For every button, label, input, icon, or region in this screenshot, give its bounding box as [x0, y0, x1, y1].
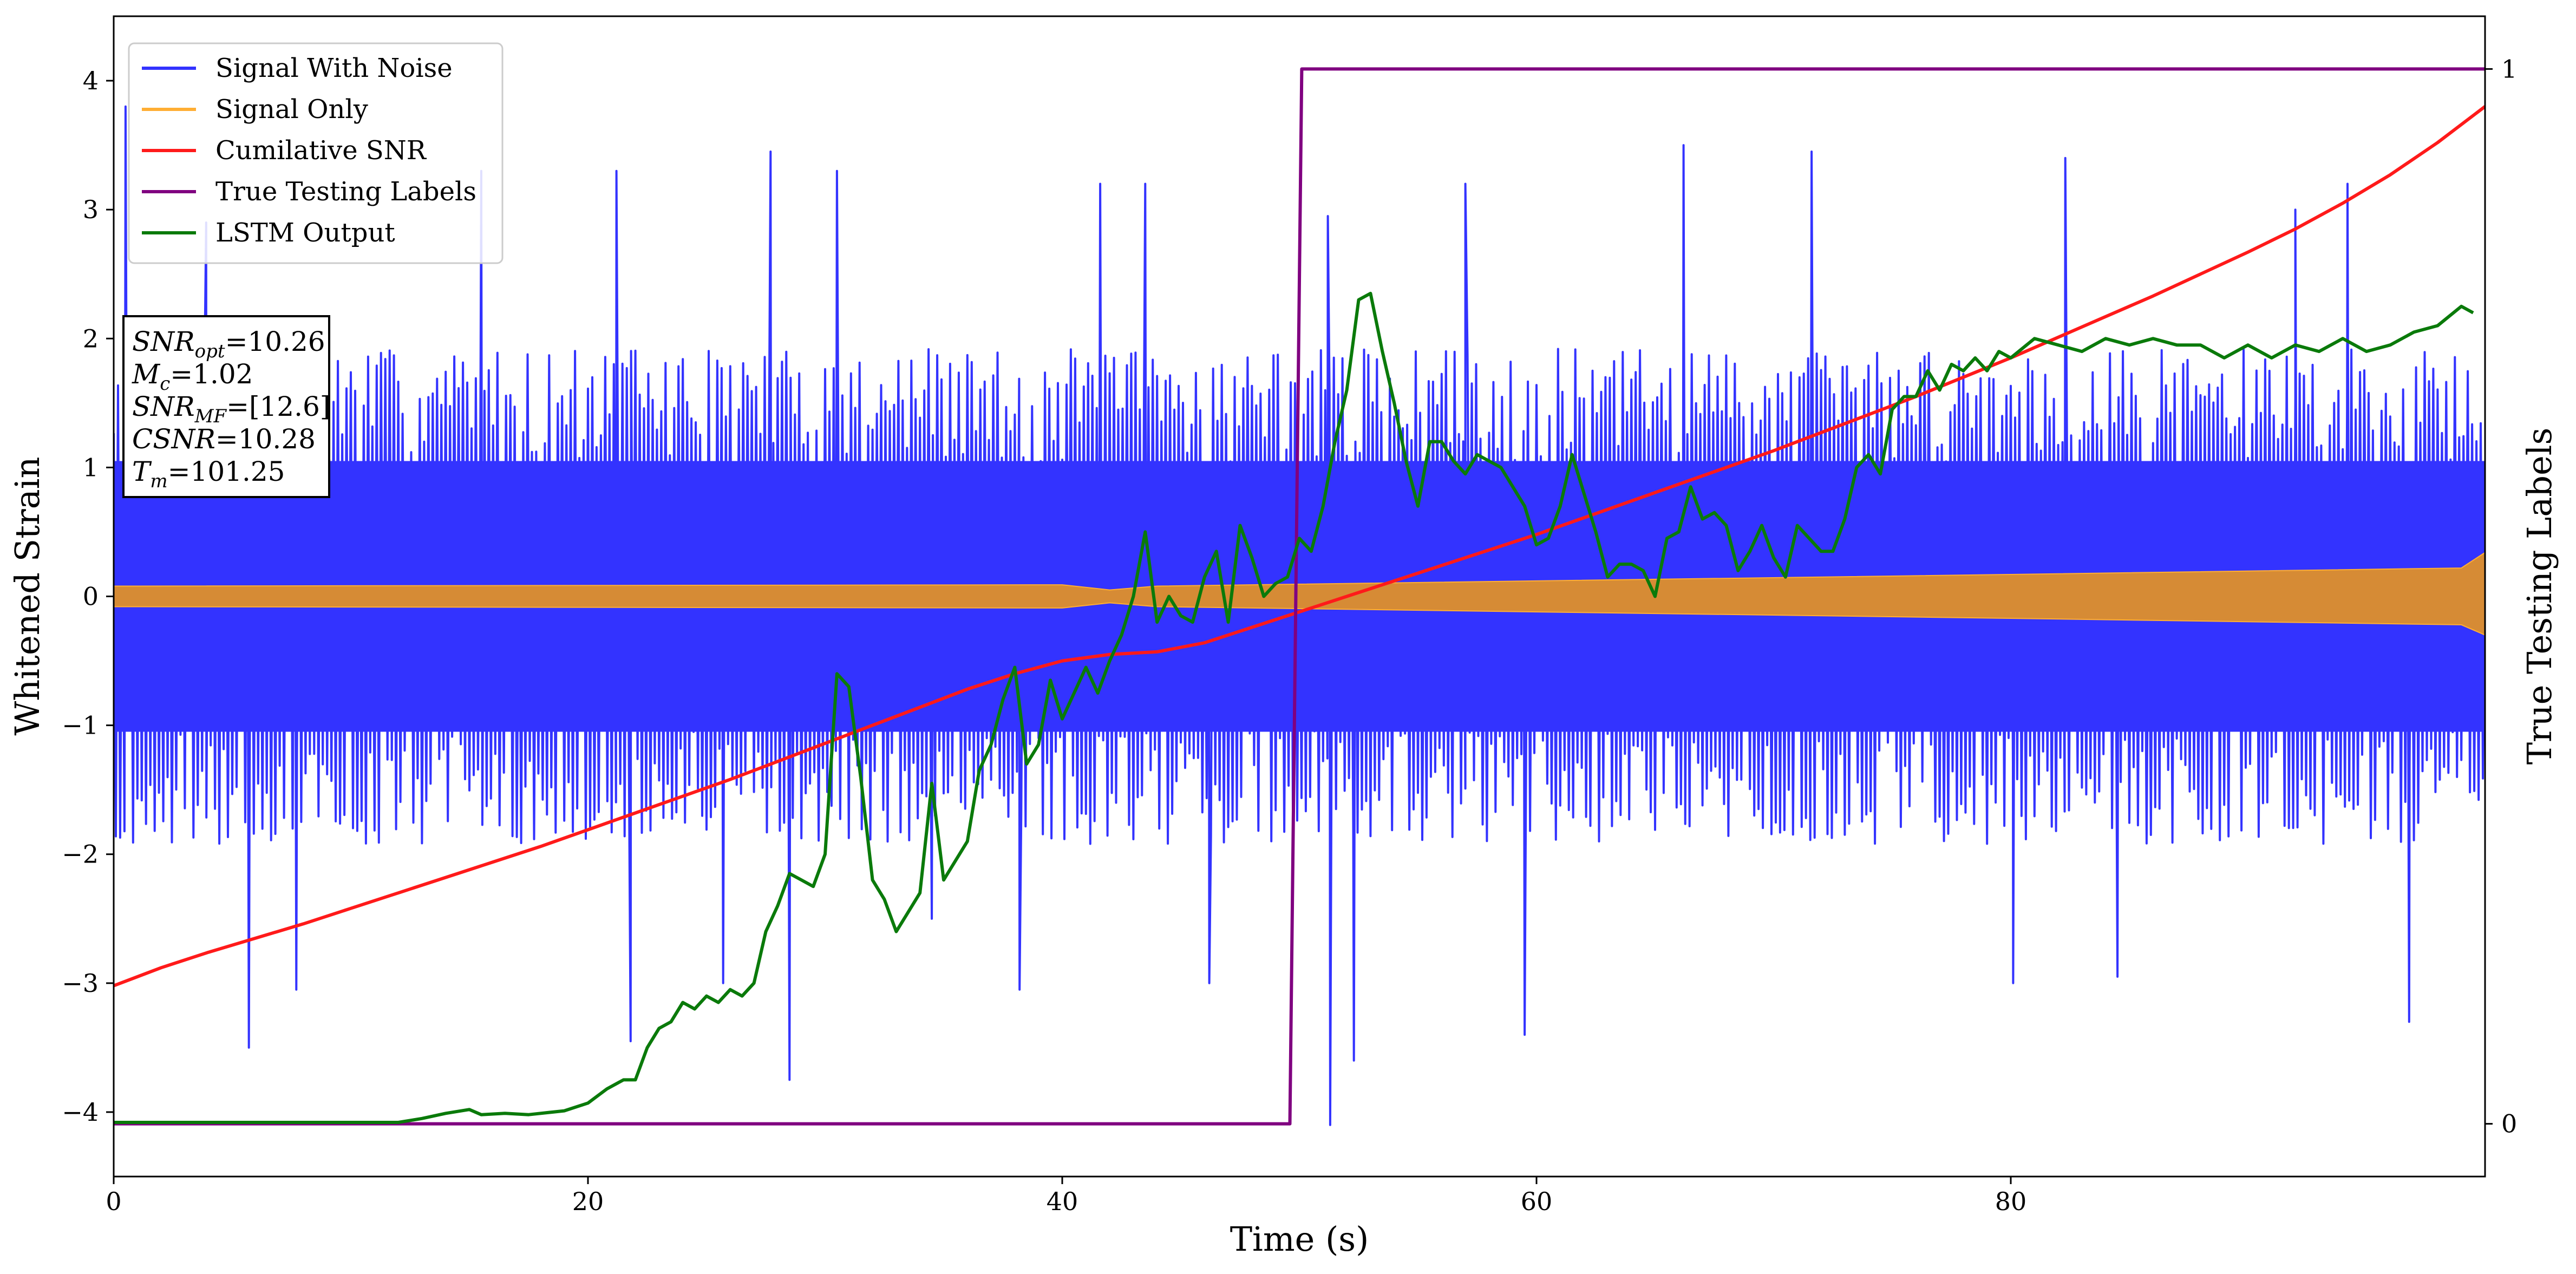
y2-tick-label: 0: [2501, 1109, 2517, 1139]
annotation-line: SNRopt=10.26: [132, 326, 325, 362]
series-line: [114, 291, 2474, 1124]
series-line: [114, 67, 2485, 1126]
annotation-line: CSNR=10.28: [132, 423, 316, 455]
x-axis-label: Time (s): [1230, 1219, 1369, 1259]
y-tick-label: 3: [83, 195, 99, 224]
y-tick-label: 2: [83, 324, 99, 353]
y-tick-label: −1: [62, 711, 99, 740]
series-cumilative-snr: [114, 105, 2485, 988]
y-tick-label: −3: [62, 969, 99, 998]
legend-label: Signal Only: [215, 94, 368, 125]
annotation-frame: [122, 315, 330, 498]
y-tick-label: −4: [62, 1097, 99, 1127]
y2-axis-label: True Testing Labels: [2520, 428, 2559, 765]
x-tick-label: 40: [1047, 1187, 1078, 1216]
legend: Signal With Noise Signal Only Cumilative S…: [128, 42, 504, 264]
signal-band: [114, 552, 2485, 636]
x-tick-label: 60: [1521, 1187, 1553, 1216]
series-lstm-output: [114, 291, 2474, 1124]
y2-tick-label: 1: [2501, 54, 2517, 83]
y-tick-label: 1: [83, 453, 99, 482]
y-tick-label: 4: [83, 66, 99, 95]
legend-frame: [128, 42, 504, 264]
legend-label: True Testing Labels: [215, 177, 476, 207]
series-line: [114, 105, 2485, 988]
annotation-box: SNRopt=10.26Mc=1.02SNRMF=[12.6]CSNR=10.2…: [122, 315, 330, 498]
series-signal-only: [114, 552, 2485, 636]
x-tick-label: 20: [572, 1187, 604, 1216]
legend-label: Signal With Noise: [215, 53, 453, 83]
legend-label: Cumilative SNR: [215, 135, 427, 166]
annotation-line: Mc=1.02: [132, 358, 253, 395]
annotation-line: SNRMF=[12.6]: [132, 391, 330, 427]
x-tick-label: 80: [1995, 1187, 2027, 1216]
x-tick-label: 0: [106, 1187, 121, 1216]
y-tick-label: −2: [62, 840, 99, 869]
y-tick-label: 0: [83, 582, 99, 611]
annotation-line: Tm=101.25: [132, 456, 285, 492]
series-true-testing-labels: [114, 67, 2485, 1126]
series-layer: [114, 67, 2485, 1126]
legend-label: LSTM Output: [215, 218, 395, 248]
y-axis-label: Whitened Strain: [8, 457, 47, 736]
